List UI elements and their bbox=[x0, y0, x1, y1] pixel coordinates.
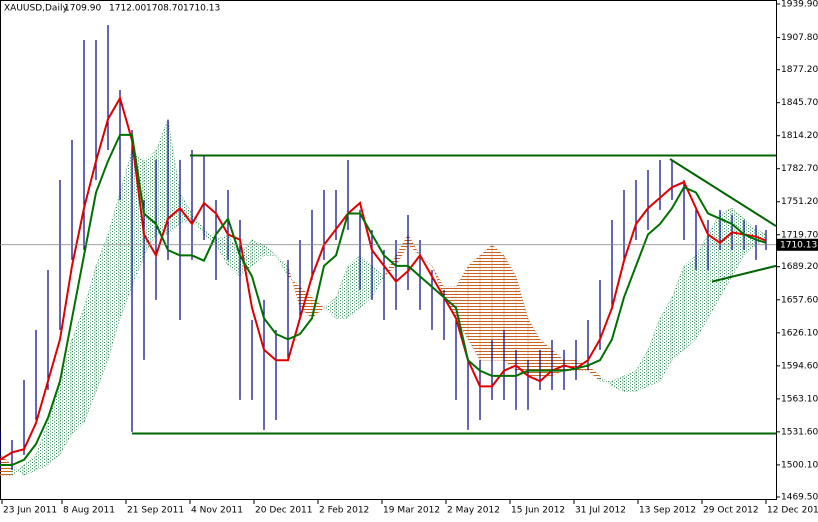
cloud-segment bbox=[263, 244, 277, 256]
x-tick-label: 2 Feb 2012 bbox=[319, 506, 369, 516]
cloud-segment bbox=[287, 265, 301, 308]
cloud-segment bbox=[695, 233, 709, 341]
cloud-segment bbox=[71, 307, 85, 435]
cloud-segment bbox=[467, 254, 481, 362]
x-tick-label: 8 Aug 2011 bbox=[63, 506, 115, 516]
y-tick-label: 1751.20 bbox=[781, 197, 818, 207]
cloud-segment bbox=[347, 254, 361, 319]
header-high: 1712.00 bbox=[109, 4, 146, 14]
y-tick-label: 1594.60 bbox=[781, 361, 818, 371]
cloud-segment bbox=[611, 375, 625, 393]
cloud-segment bbox=[323, 296, 337, 319]
cloud-segment bbox=[479, 244, 493, 361]
x-tick-label: 29 Oct 2012 bbox=[703, 506, 759, 516]
cloud-segment bbox=[47, 381, 61, 466]
trendline bbox=[711, 264, 777, 283]
y-tick-label: 1626.10 bbox=[781, 328, 818, 338]
cloud-segment bbox=[179, 191, 193, 225]
x-tick-label: 13 Sep 2012 bbox=[639, 506, 696, 516]
y-tick-label: 1939.90 bbox=[781, 0, 818, 9]
trendline bbox=[669, 158, 777, 227]
cloud-segment bbox=[23, 453, 37, 476]
cloud-segment bbox=[503, 254, 517, 372]
cloud-segment bbox=[83, 265, 97, 424]
cloud-segment bbox=[59, 339, 73, 456]
x-tick-label: 20 Dec 2011 bbox=[255, 506, 313, 516]
y-tick-label: 1814.20 bbox=[781, 131, 818, 141]
y-tick-label: 1845.70 bbox=[781, 98, 818, 108]
x-tick-label: 23 Jun 2011 bbox=[3, 506, 57, 516]
y-tick-label: 1782.70 bbox=[781, 164, 818, 174]
y-tick-label: 1719.70 bbox=[781, 230, 818, 240]
header-open: 1709.90 bbox=[64, 4, 101, 14]
y-tick-label: 1657.60 bbox=[781, 295, 818, 305]
cloud-segment bbox=[431, 265, 445, 298]
x-tick-label: 15 Jun 2012 bbox=[511, 506, 565, 516]
cloud-segment bbox=[515, 276, 529, 377]
x-tick-label: 12 Dec 2012 bbox=[767, 506, 818, 516]
x-tick-label: 2 May 2012 bbox=[447, 506, 500, 516]
cloud-segment bbox=[251, 239, 265, 267]
x-tick-label: 31 Jul 2012 bbox=[575, 506, 626, 516]
x-tick-label: 19 Mar 2012 bbox=[383, 506, 440, 516]
cloud-segment bbox=[335, 265, 349, 319]
header-close: 1710.13 bbox=[183, 4, 220, 14]
cloud-segment bbox=[107, 192, 121, 361]
cloud-segment bbox=[395, 233, 409, 267]
cloud-segment bbox=[491, 244, 505, 361]
cloud-segment bbox=[359, 254, 373, 309]
x-tick-label: 4 Nov 2011 bbox=[191, 506, 243, 516]
y-tick-label: 1689.20 bbox=[781, 262, 818, 272]
y-tick-label: 1531.60 bbox=[781, 427, 818, 437]
cloud-segment bbox=[371, 265, 385, 299]
indicator-line bbox=[0, 95, 767, 461]
cloud-segment bbox=[215, 234, 229, 267]
cloud-segment bbox=[119, 150, 133, 319]
plot-layer bbox=[0, 25, 777, 477]
cloud-segment bbox=[599, 375, 613, 387]
last-price-label: 1710.13 bbox=[780, 240, 817, 250]
indicator-line bbox=[0, 133, 767, 466]
chart-title: XAUUSD,Daily bbox=[4, 4, 68, 14]
header-low: 1708.70 bbox=[146, 4, 183, 14]
y-tick-label: 1877.20 bbox=[781, 65, 818, 75]
cloud-segment bbox=[623, 370, 637, 392]
last-price-box bbox=[777, 238, 818, 251]
y-tick-label: 1469.50 bbox=[781, 492, 818, 502]
y-tick-label: 1563.10 bbox=[781, 394, 818, 404]
y-tick-label: 1500.10 bbox=[781, 460, 818, 470]
x-tick-label: 21 Sep 2011 bbox=[127, 506, 184, 516]
cloud-segment bbox=[155, 119, 169, 235]
cloud-segment bbox=[683, 254, 697, 351]
y-tick-label: 1907.80 bbox=[781, 33, 818, 43]
